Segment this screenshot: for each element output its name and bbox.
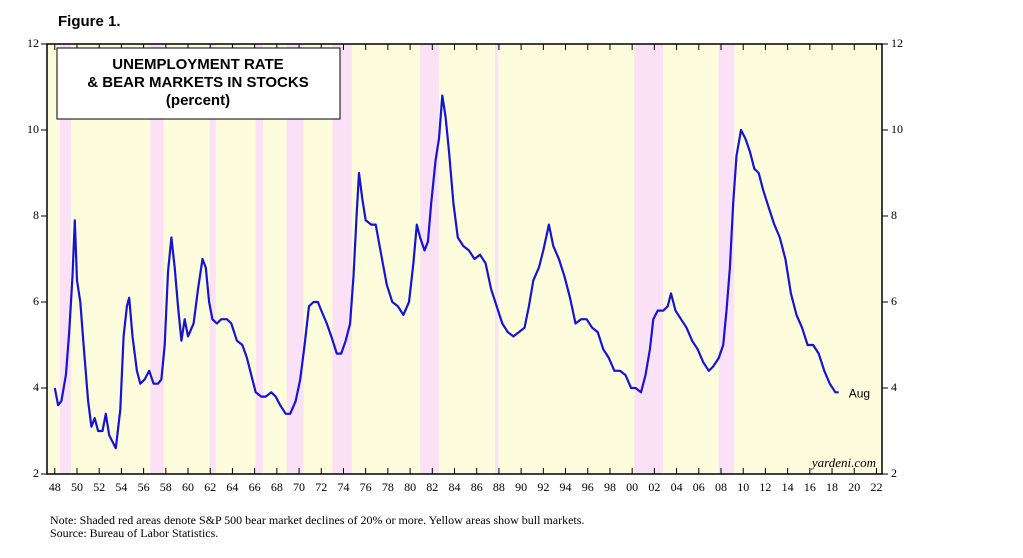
y-tick-label: 8 xyxy=(33,208,39,222)
x-tick-label: 76 xyxy=(360,480,372,494)
bear-market-band xyxy=(255,44,263,474)
y2-tick-label: 12 xyxy=(891,36,903,50)
y2-tick-label: 6 xyxy=(891,294,897,308)
x-tick-label: 54 xyxy=(115,480,127,494)
last-point-label: Aug xyxy=(849,386,870,400)
x-tick-label: 56 xyxy=(138,480,150,494)
chart-subtitle: (percent) xyxy=(166,92,230,109)
x-tick-label: 04 xyxy=(671,480,683,494)
x-tick-label: 58 xyxy=(160,480,172,494)
y-tick-label: 6 xyxy=(33,294,39,308)
y-tick-label: 2 xyxy=(33,466,39,480)
x-tick-label: 22 xyxy=(870,480,882,494)
x-tick-label: 68 xyxy=(271,480,283,494)
x-tick-label: 78 xyxy=(382,480,394,494)
background-layer xyxy=(47,44,882,474)
x-tick-label: 10 xyxy=(737,480,749,494)
bear-market-band xyxy=(209,44,216,474)
note: Note: Shaded red areas denote S&P 500 be… xyxy=(50,513,584,527)
x-tick-label: 06 xyxy=(693,480,705,494)
x-tick-label: 64 xyxy=(226,480,238,494)
x-tick-label: 48 xyxy=(49,480,61,494)
title-frame xyxy=(56,47,341,120)
x-tick-label: 62 xyxy=(204,480,216,494)
x-tick-label: 70 xyxy=(293,480,305,494)
y-tick-label: 4 xyxy=(33,380,39,394)
y-tick-label: 10 xyxy=(27,122,39,136)
x-tick-label: 88 xyxy=(493,480,505,494)
chart-title: UNEMPLOYMENT RATE xyxy=(112,56,283,73)
bear-market-band xyxy=(59,44,71,474)
watermark: yardeni.com xyxy=(810,455,876,470)
figure-label: Figure 1. xyxy=(58,13,121,30)
x-tick-label: 12 xyxy=(759,480,771,494)
x-tick-label: 20 xyxy=(848,480,860,494)
chart-title: & BEAR MARKETS IN STOCKS xyxy=(87,74,308,91)
bear-market-band xyxy=(420,44,439,474)
bear-market-band xyxy=(495,44,499,474)
bear-market-band xyxy=(150,44,164,474)
x-tick-label: 02 xyxy=(648,480,660,494)
x-tick-label: 92 xyxy=(537,480,549,494)
x-tick-label: 16 xyxy=(804,480,816,494)
x-tick-label: 60 xyxy=(182,480,194,494)
unemployment-line xyxy=(53,94,839,450)
bear-market-band xyxy=(286,44,304,474)
y2-tick-label: 2 xyxy=(891,466,897,480)
x-tick-label: 50 xyxy=(71,480,83,494)
x-tick-label: 74 xyxy=(337,480,349,494)
x-tick-label: 84 xyxy=(449,480,461,494)
source: Source: Bureau of Labor Statistics. xyxy=(50,526,218,540)
x-tick-label: 86 xyxy=(471,480,483,494)
y-tick-label: 12 xyxy=(27,36,39,50)
plot-frame xyxy=(46,43,883,475)
x-tick-label: 80 xyxy=(404,480,416,494)
x-tick-label: 82 xyxy=(426,480,438,494)
x-tick-label: 52 xyxy=(93,480,105,494)
x-tick-label: 14 xyxy=(782,480,794,494)
x-tick-label: 94 xyxy=(560,480,572,494)
bear-market-band xyxy=(332,44,352,474)
x-tick-label: 08 xyxy=(715,480,727,494)
y2-tick-label: 8 xyxy=(891,208,897,222)
x-tick-label: 18 xyxy=(826,480,838,494)
y2-tick-label: 10 xyxy=(891,122,903,136)
x-tick-label: 72 xyxy=(315,480,327,494)
bear-market-band xyxy=(718,44,735,474)
x-tick-label: 66 xyxy=(249,480,261,494)
y2-tick-label: 4 xyxy=(891,380,897,394)
bear-market-band xyxy=(634,44,664,474)
x-tick-label: 00 xyxy=(626,480,638,494)
x-tick-label: 98 xyxy=(604,480,616,494)
title-box: UNEMPLOYMENT RATE& BEAR MARKETS IN STOCK… xyxy=(56,47,341,120)
x-tick-label: 90 xyxy=(515,480,527,494)
x-tick-label: 96 xyxy=(582,480,594,494)
